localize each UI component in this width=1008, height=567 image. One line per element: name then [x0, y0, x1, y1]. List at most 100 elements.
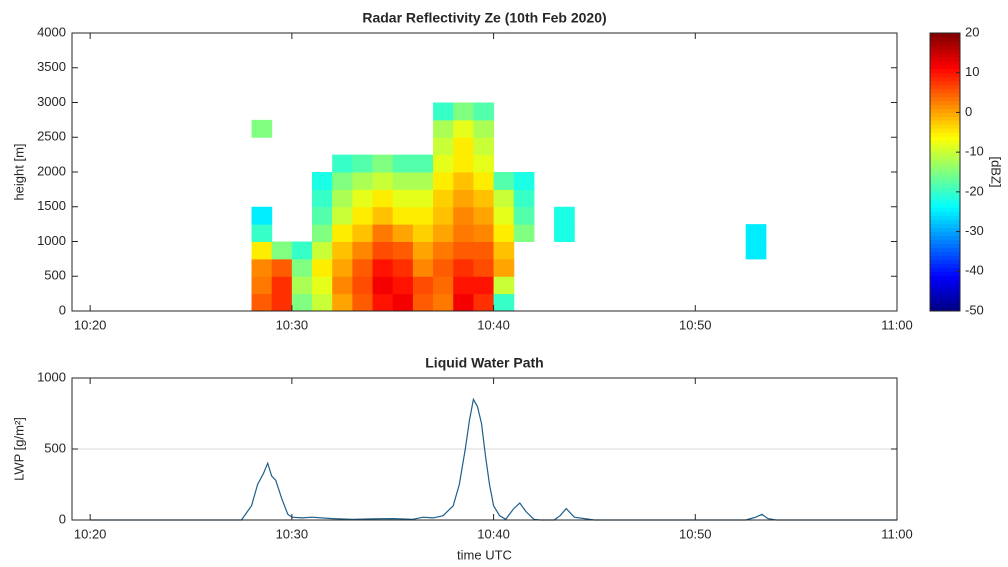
heat-cell — [312, 293, 333, 312]
heat-cell — [473, 102, 495, 121]
colorbar-swatch — [930, 283, 960, 288]
colorbar-swatch — [930, 92, 960, 98]
y-tick-label: 0 — [59, 511, 66, 526]
colorbar-swatch — [930, 48, 960, 54]
heat-cell — [433, 119, 454, 138]
y-tick-label: 2000 — [37, 163, 66, 178]
heat-cell — [412, 276, 434, 295]
x-tick-label: 10:20 — [74, 317, 107, 332]
colorbar-swatch — [930, 179, 960, 185]
colorbar-swatch — [930, 307, 960, 312]
colorbar-swatch — [930, 287, 960, 292]
colorbar-swatch — [930, 227, 960, 233]
y-tick-label: 3000 — [37, 94, 66, 109]
heat-cell — [473, 137, 495, 156]
heat-cell — [453, 276, 474, 295]
heat-cell — [352, 189, 374, 208]
heat-cell — [412, 224, 434, 242]
colorbar-swatch — [930, 259, 960, 264]
heat-cell — [493, 258, 515, 277]
heat-cell — [412, 189, 434, 208]
colorbar-swatch — [930, 239, 960, 244]
heat-cell — [453, 224, 474, 242]
colorbar-swatch — [930, 152, 960, 157]
heat-cell — [473, 293, 495, 312]
colorbar-swatch — [930, 156, 960, 161]
x-tick-label: 10:20 — [74, 526, 107, 541]
colorbar-swatch — [930, 247, 960, 252]
heat-cell — [745, 224, 767, 242]
heat-cell — [453, 172, 474, 190]
colorbar-tick-label: -30 — [965, 223, 984, 238]
colorbar-swatch — [930, 291, 960, 296]
chart-title: Liquid Water Path — [425, 355, 543, 371]
colorbar-swatch — [930, 64, 960, 70]
heat-cell — [251, 224, 273, 242]
colorbar-swatch — [930, 140, 960, 145]
colorbar-swatch — [930, 303, 960, 308]
heat-cell — [453, 293, 474, 312]
colorbar-swatch — [930, 263, 960, 268]
heat-cell — [493, 276, 515, 295]
y-tick-label: 4000 — [37, 24, 66, 39]
heat-cell — [312, 189, 333, 208]
y-tick-label: 0 — [59, 302, 66, 317]
heat-cell — [493, 172, 515, 190]
heat-cell — [473, 224, 495, 242]
heat-cell — [332, 276, 353, 295]
heat-cell — [251, 206, 273, 225]
heat-cell — [433, 276, 454, 295]
heat-cell — [291, 276, 313, 295]
colorbar-swatch — [930, 100, 960, 105]
heat-cell — [433, 293, 454, 312]
heat-cell — [352, 276, 374, 295]
colorbar-swatch — [930, 231, 960, 237]
heat-cell — [332, 154, 353, 173]
chart-title: Radar Reflectivity Ze (10th Feb 2020) — [362, 10, 606, 26]
heat-cell — [493, 206, 515, 225]
heat-cell — [332, 189, 353, 208]
heat-cell — [493, 293, 515, 312]
colorbar-swatch — [930, 172, 960, 177]
heat-cell — [332, 258, 353, 277]
heat-cell — [392, 206, 414, 225]
heat-cell — [332, 224, 353, 242]
y-tick-label: 1000 — [37, 233, 66, 248]
heat-cell — [412, 172, 434, 190]
colorbar-swatch — [930, 175, 960, 181]
colorbar-tick-label: -20 — [965, 183, 984, 198]
heat-cell — [433, 258, 454, 277]
colorbar-swatch — [930, 183, 960, 189]
heat-cell — [473, 119, 495, 138]
colorbar-frame — [929, 32, 961, 312]
colorbar-tick-label: 20 — [965, 24, 979, 39]
colorbar-swatch — [930, 299, 960, 304]
colorbar-swatch — [930, 187, 960, 193]
heat-cell — [412, 258, 434, 277]
x-tick-label: 10:30 — [276, 526, 309, 541]
heat-cell — [251, 276, 273, 295]
colorbar-swatch — [930, 132, 960, 137]
colorbar-swatch — [930, 191, 960, 197]
heat-cell — [473, 258, 495, 277]
colorbar-swatch — [930, 199, 960, 205]
heat-cell — [332, 293, 353, 312]
heat-cell — [412, 293, 434, 312]
colorbar-swatch — [930, 160, 960, 165]
colorbar-tick-label: 10 — [965, 64, 979, 79]
heat-cell — [554, 206, 575, 225]
colorbar-swatch — [930, 44, 960, 50]
heat-cell — [332, 241, 353, 260]
heat-cell — [433, 154, 454, 173]
colorbar-tick-label: -40 — [965, 263, 984, 278]
heat-cell — [473, 189, 495, 208]
heat-cell — [745, 241, 767, 260]
heat-cell — [433, 224, 454, 242]
x-tick-label: 10:40 — [477, 526, 510, 541]
heat-cell — [453, 241, 474, 260]
colorbar-swatch — [930, 219, 960, 225]
heat-cell — [312, 241, 333, 260]
colorbar-swatch — [930, 275, 960, 280]
heat-cell — [433, 189, 454, 208]
